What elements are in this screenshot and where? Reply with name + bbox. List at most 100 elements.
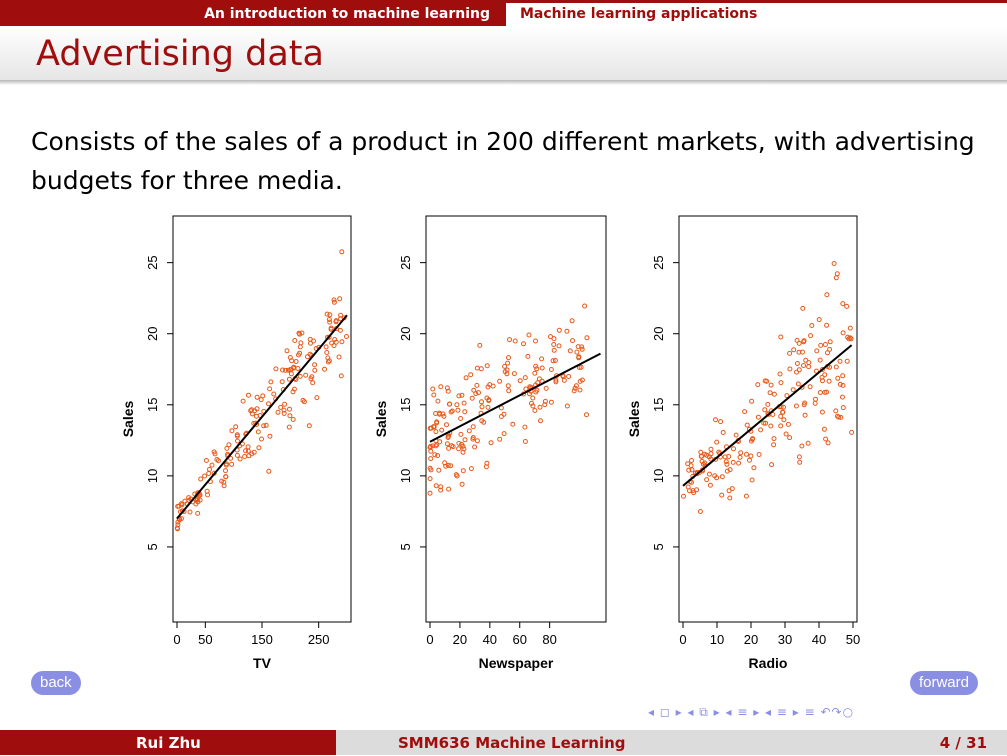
scatter-point xyxy=(508,338,512,342)
x-tick-label: 40 xyxy=(483,632,497,647)
scatter-point xyxy=(841,302,845,306)
scatter-point xyxy=(498,379,502,383)
scatter-point xyxy=(763,408,767,412)
scatter-point xyxy=(471,425,475,429)
scatter-point xyxy=(707,472,711,476)
scatter-point xyxy=(291,418,295,422)
footer-course-panel: SMM636 Machine Learning xyxy=(336,730,671,755)
scatter-point xyxy=(461,469,465,473)
scatter-point xyxy=(339,374,343,378)
x-tick-label: 60 xyxy=(513,632,527,647)
beamer-navigation-icons[interactable]: ◂ ◻ ▸ ◂ ⧉ ▸ ◂ ≡ ▸ ◂ ≡ ▸ ≡ ↶↷○ xyxy=(648,705,1003,721)
scatter-point xyxy=(255,395,259,399)
scatter-point xyxy=(734,433,738,437)
scatter-point xyxy=(428,491,432,495)
scatter-point xyxy=(480,405,484,409)
scatter-point xyxy=(315,396,319,400)
scatter-point xyxy=(199,477,203,481)
nav-subsection-link[interactable]: Machine learning applications xyxy=(520,0,757,26)
scatter-point xyxy=(819,343,823,347)
y-tick-label: 5 xyxy=(651,543,666,550)
scatter-point xyxy=(236,439,240,443)
scatter-point xyxy=(708,483,712,487)
scatter-point xyxy=(731,460,735,464)
scatter-point xyxy=(834,276,838,280)
scatter-point xyxy=(527,333,531,337)
scatter-point xyxy=(778,372,782,376)
scatter-point xyxy=(743,410,747,414)
scatter-point xyxy=(739,451,743,455)
scatter-point xyxy=(294,360,298,364)
scatter-point xyxy=(478,343,482,347)
back-button[interactable]: back xyxy=(31,671,81,695)
title-bar-shadow xyxy=(0,80,1007,85)
scatter-point xyxy=(806,441,810,445)
scatter-point xyxy=(549,400,553,404)
scatter-point xyxy=(841,374,845,378)
scatter-point xyxy=(549,368,553,372)
scatter-point xyxy=(719,420,723,424)
scatter-point xyxy=(538,405,542,409)
scatter-point xyxy=(568,349,572,353)
scatter-point xyxy=(445,423,449,427)
scatter-point xyxy=(750,399,754,403)
scatter-point xyxy=(472,388,476,392)
x-axis-label: Newspaper xyxy=(479,655,554,671)
y-tick-label: 15 xyxy=(398,398,413,412)
scatter-point xyxy=(720,475,724,479)
scatter-point xyxy=(810,324,814,328)
scatter-point xyxy=(332,344,336,348)
scatter-point xyxy=(208,467,212,471)
x-tick-label: 50 xyxy=(846,632,860,647)
x-tick-label: 50 xyxy=(198,632,212,647)
scatter-point xyxy=(259,398,263,402)
y-tick-label: 25 xyxy=(145,255,160,269)
scatter-point xyxy=(272,392,276,396)
scatter-point xyxy=(756,383,760,387)
scatter-point xyxy=(788,351,792,355)
x-tick-label: 150 xyxy=(251,632,273,647)
nav-section-link[interactable]: An introduction to machine learning xyxy=(204,0,490,26)
scatter-point xyxy=(797,341,801,345)
scatter-point xyxy=(238,457,242,461)
scatter-point xyxy=(475,439,479,443)
scatter-point xyxy=(462,401,466,405)
scatter-point xyxy=(571,339,575,343)
scatter-point xyxy=(788,367,792,371)
scatter-point xyxy=(784,432,788,436)
scatter-point xyxy=(464,376,468,380)
scatter-point xyxy=(307,424,311,428)
scatter-point xyxy=(540,357,544,361)
scatter-point xyxy=(434,484,438,488)
slide-body-text: Consists of the sales of a product in 20… xyxy=(31,122,981,200)
scatter-point xyxy=(779,414,783,418)
scatter-point xyxy=(428,477,432,481)
plot-frame-newspaper xyxy=(426,216,606,622)
x-tick-label: 80 xyxy=(542,632,556,647)
scatter-point xyxy=(434,430,438,434)
scatter-point xyxy=(447,487,451,491)
scatter-point xyxy=(499,415,503,419)
advertising-scatter-plots: 0 50 150 250510152025TVSales0 20 40 60 80510152… xyxy=(0,200,1007,680)
scatter-point xyxy=(325,351,329,355)
scatter-point xyxy=(512,372,516,376)
scatter-point xyxy=(822,427,826,431)
scatter-point xyxy=(699,450,703,454)
scatter-point xyxy=(748,458,752,462)
scatter-point xyxy=(804,358,808,362)
forward-button[interactable]: forward xyxy=(910,671,978,695)
scatter-point xyxy=(467,429,471,433)
scatter-point xyxy=(337,355,341,359)
y-tick-label: 25 xyxy=(398,255,413,269)
scatter-point xyxy=(469,467,473,471)
scatter-point xyxy=(203,474,207,478)
x-tick-label: 40 xyxy=(812,632,826,647)
scatter-point xyxy=(267,402,271,406)
scatter-point xyxy=(287,377,291,381)
scatter-point xyxy=(288,414,292,418)
scatter-point xyxy=(522,342,526,346)
scatter-point xyxy=(224,469,228,473)
scatter-point xyxy=(243,455,247,459)
scatter-point xyxy=(304,373,308,377)
scatter-point xyxy=(823,373,827,377)
